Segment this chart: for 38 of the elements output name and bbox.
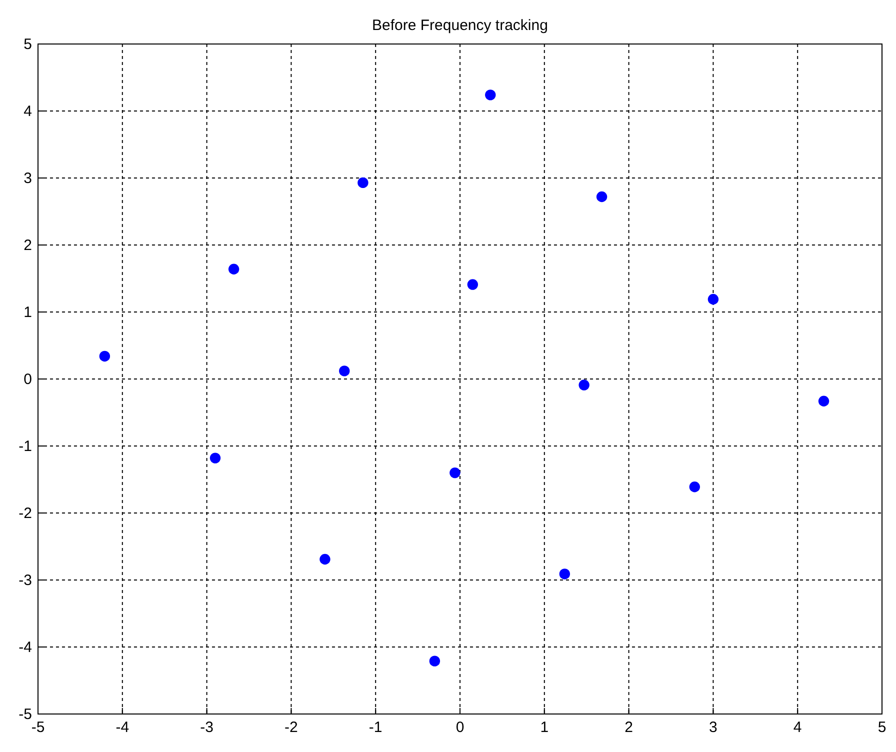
point [429, 656, 440, 666]
point [596, 191, 608, 202]
y-tick-label: -5 [18, 706, 32, 723]
y-tick-label: -4 [18, 639, 32, 656]
point [320, 554, 330, 565]
point [559, 568, 570, 580]
y-tick-label: -2 [18, 505, 32, 522]
x-tick-label: 2 [624, 719, 633, 736]
y-tick-label: 4 [24, 103, 32, 120]
y-tick-label: 2 [24, 237, 32, 254]
point [578, 380, 590, 390]
point [818, 396, 830, 406]
y-tick-label: 5 [24, 36, 32, 53]
y-tick-label: 1 [24, 304, 32, 321]
y-tick-label: -3 [18, 572, 32, 589]
x-tick-label: -4 [116, 719, 130, 736]
point [210, 452, 221, 464]
x-tick-label: -3 [200, 719, 214, 736]
point [450, 467, 460, 478]
point [99, 350, 110, 362]
point [689, 482, 700, 492]
x-tick-label: 1 [540, 719, 549, 736]
point [228, 264, 240, 274]
x-tick-label: -2 [284, 719, 298, 736]
y-tick-label: 3 [24, 170, 32, 187]
chart-title: Before Frequency tracking [372, 17, 548, 34]
x-tick-label: 3 [709, 719, 718, 736]
y-tick-label: 0 [24, 371, 32, 388]
point [467, 279, 478, 290]
point [485, 90, 496, 100]
point [339, 366, 350, 376]
x-tick-label: 5 [878, 719, 886, 736]
x-tick-label: 4 [793, 719, 802, 736]
point [708, 294, 719, 305]
x-tick-label: 0 [456, 719, 464, 736]
x-tick-label: -1 [368, 719, 382, 736]
point [358, 177, 368, 188]
y-tick-label: -1 [18, 438, 32, 455]
